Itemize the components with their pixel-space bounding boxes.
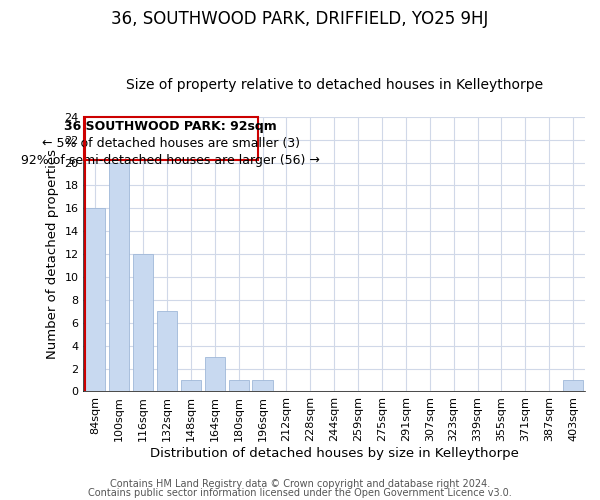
Text: 92% of semi-detached houses are larger (56) →: 92% of semi-detached houses are larger (…: [22, 154, 320, 167]
Text: 36, SOUTHWOOD PARK, DRIFFIELD, YO25 9HJ: 36, SOUTHWOOD PARK, DRIFFIELD, YO25 9HJ: [112, 10, 488, 28]
Text: Contains public sector information licensed under the Open Government Licence v3: Contains public sector information licen…: [88, 488, 512, 498]
Text: Contains HM Land Registry data © Crown copyright and database right 2024.: Contains HM Land Registry data © Crown c…: [110, 479, 490, 489]
Text: 36 SOUTHWOOD PARK: 92sqm: 36 SOUTHWOOD PARK: 92sqm: [64, 120, 277, 132]
FancyBboxPatch shape: [84, 117, 258, 160]
Bar: [85, 208, 106, 392]
Bar: [109, 162, 130, 392]
Bar: [229, 380, 249, 392]
Bar: [205, 357, 225, 392]
Bar: [157, 312, 177, 392]
Y-axis label: Number of detached properties: Number of detached properties: [46, 149, 59, 359]
Bar: [563, 380, 583, 392]
Bar: [181, 380, 201, 392]
X-axis label: Distribution of detached houses by size in Kelleythorpe: Distribution of detached houses by size …: [150, 447, 518, 460]
Text: ← 5% of detached houses are smaller (3): ← 5% of detached houses are smaller (3): [42, 138, 300, 150]
Title: Size of property relative to detached houses in Kelleythorpe: Size of property relative to detached ho…: [125, 78, 543, 92]
Bar: [133, 254, 153, 392]
Bar: [253, 380, 272, 392]
